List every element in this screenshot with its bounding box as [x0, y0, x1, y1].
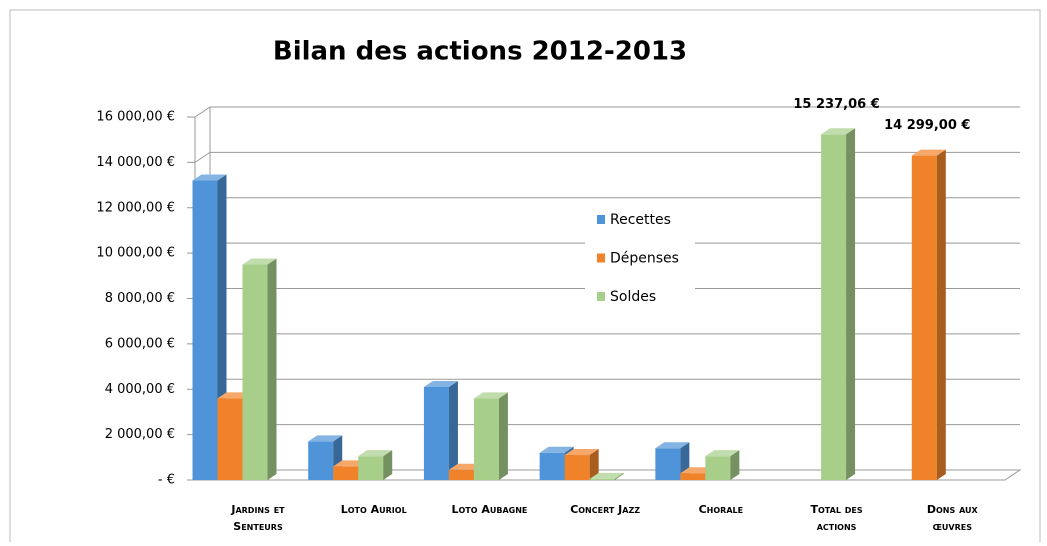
bar-group — [473, 392, 508, 480]
bar — [911, 155, 937, 480]
bar-top — [358, 450, 393, 457]
bar-side — [846, 128, 856, 480]
bar-side — [383, 450, 393, 480]
bar — [473, 398, 499, 480]
bar — [705, 456, 731, 480]
y-tick-label: 10 000,00 € — [96, 246, 175, 261]
bar-top — [821, 128, 856, 135]
legend-swatch — [597, 292, 605, 301]
bar — [655, 448, 681, 480]
bar-group — [821, 128, 856, 480]
bar-top — [308, 435, 343, 442]
legend-label: Dépenses — [610, 251, 679, 267]
bar-top — [242, 258, 277, 265]
legend: Recettes Dépenses Soldes — [585, 200, 695, 318]
bar-side — [498, 392, 508, 480]
bar-top — [705, 450, 740, 457]
y-tick-label: 4 000,00 € — [105, 382, 175, 397]
legend-label: Recettes — [610, 212, 671, 228]
bar-group — [589, 472, 624, 480]
bar — [589, 478, 615, 480]
bar-group — [911, 149, 946, 480]
bar-top — [473, 392, 508, 399]
bar-side — [730, 450, 740, 480]
x-tick-label: Dons aux œuvres — [927, 503, 979, 533]
y-tick-label: 2 000,00 € — [105, 427, 175, 442]
bar — [539, 452, 565, 480]
bar-top — [192, 174, 227, 181]
bar — [564, 455, 590, 480]
bar-group — [358, 450, 393, 480]
bar — [358, 456, 384, 480]
bar-side — [448, 380, 458, 480]
chart-frame — [9, 9, 1041, 546]
x-tick-label: Loto Auriol — [341, 503, 407, 516]
bar — [448, 469, 474, 480]
bar — [217, 398, 243, 480]
x-tick-label: Jardins et Senteurs — [230, 503, 285, 533]
bar — [423, 386, 449, 480]
y-tick-label: 6 000,00 € — [105, 336, 175, 351]
bar-side — [267, 258, 277, 480]
bar-group — [242, 258, 277, 480]
legend-label: Soldes — [610, 289, 656, 305]
bar — [308, 441, 334, 480]
value-label: 14 299,00 € — [884, 118, 970, 133]
legend-swatch — [597, 253, 605, 263]
bar — [333, 466, 359, 480]
bar-group — [705, 450, 740, 480]
value-label: 15 237,06 € — [793, 97, 879, 112]
y-tick-label: 8 000,00 € — [105, 291, 175, 306]
bar-top — [589, 472, 624, 479]
grid-line — [194, 151, 1020, 163]
x-tick-label: Chorale — [699, 503, 743, 516]
bar — [821, 134, 847, 480]
bar-side — [589, 449, 599, 480]
bar-top — [423, 380, 458, 387]
bar-top — [539, 446, 574, 453]
y-tick-label: 14 000,00 € — [96, 155, 175, 170]
bar-top — [655, 442, 690, 449]
bar-side — [614, 472, 624, 480]
x-tick-label: Loto Aubagne — [451, 503, 527, 516]
legend-swatch — [597, 215, 605, 224]
grid-line — [194, 106, 1020, 118]
bar — [242, 264, 268, 480]
y-tick-label: - € — [158, 473, 175, 488]
x-tick-label: Total des actions — [811, 503, 863, 533]
bar-side — [936, 149, 946, 480]
bar-top — [911, 149, 946, 156]
y-tick-label: 12 000,00 € — [96, 200, 175, 215]
y-tick-label: 16 000,00 € — [96, 110, 175, 125]
chart-title: Bilan des actions 2012-2013 — [273, 37, 687, 67]
bar-top — [564, 449, 599, 456]
x-tick-label: Concert Jazz — [570, 503, 640, 516]
bar-group — [564, 449, 599, 480]
bar — [192, 180, 218, 480]
bar — [680, 473, 706, 480]
bar-group — [423, 380, 458, 480]
